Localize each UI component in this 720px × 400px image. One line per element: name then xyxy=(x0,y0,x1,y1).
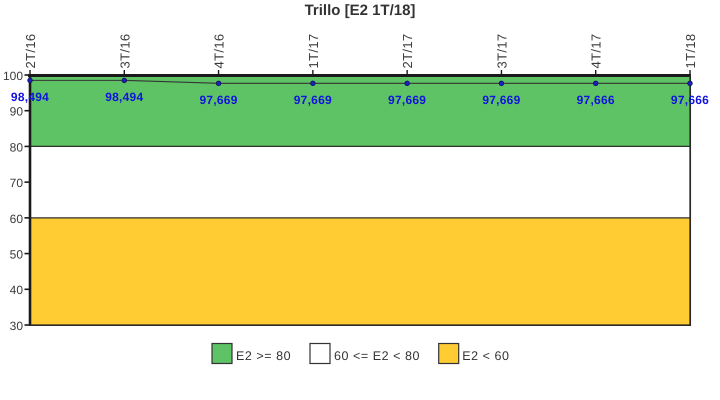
svg-text:80: 80 xyxy=(10,140,24,154)
svg-text:97,669: 97,669 xyxy=(482,93,520,107)
svg-text:97,666: 97,666 xyxy=(577,93,615,107)
svg-text:60 <= E2 < 80: 60 <= E2 < 80 xyxy=(334,349,420,363)
svg-text:E2 < 60: E2 < 60 xyxy=(462,349,509,363)
svg-text:E2 >= 80: E2 >= 80 xyxy=(236,349,291,363)
svg-text:97,666: 97,666 xyxy=(671,93,709,107)
svg-text:90: 90 xyxy=(10,105,24,119)
svg-text:60: 60 xyxy=(10,212,24,226)
svg-text:30: 30 xyxy=(10,319,24,333)
svg-text:97,669: 97,669 xyxy=(199,93,237,107)
svg-text:97,669: 97,669 xyxy=(294,93,332,107)
svg-text:1T/17: 1T/17 xyxy=(306,34,321,69)
svg-text:98,494: 98,494 xyxy=(105,90,143,104)
svg-text:98,494: 98,494 xyxy=(11,90,49,104)
svg-text:2T/16: 2T/16 xyxy=(23,34,38,69)
svg-text:3T/17: 3T/17 xyxy=(494,34,509,69)
svg-text:4T/16: 4T/16 xyxy=(212,34,227,69)
svg-text:Trillo [E2 1T/18]: Trillo [E2 1T/18] xyxy=(305,2,416,19)
svg-text:2T/17: 2T/17 xyxy=(400,34,415,69)
svg-text:100: 100 xyxy=(3,69,23,83)
svg-text:40: 40 xyxy=(10,283,24,297)
svg-text:1T/18: 1T/18 xyxy=(683,34,698,69)
svg-text:70: 70 xyxy=(10,176,24,190)
svg-text:3T/16: 3T/16 xyxy=(117,34,132,69)
svg-text:50: 50 xyxy=(10,248,24,262)
svg-text:97,669: 97,669 xyxy=(388,93,426,107)
svg-text:4T/17: 4T/17 xyxy=(589,34,604,69)
